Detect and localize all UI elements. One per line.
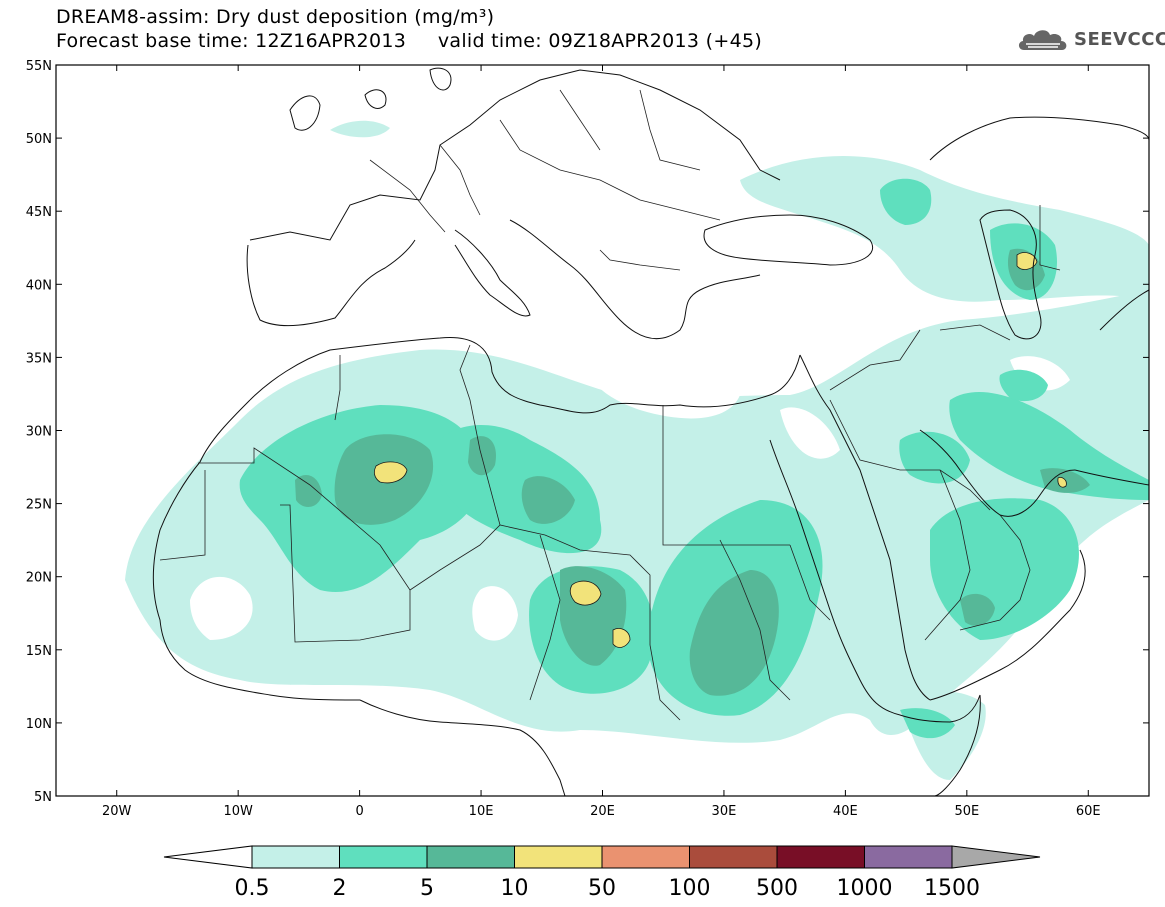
lon-label: 20E — [590, 804, 615, 819]
lat-label: 50N — [26, 132, 52, 147]
lon-label: 60E — [1076, 804, 1101, 819]
lon-label: 20W — [102, 804, 132, 819]
colorbar-label: 0.5 — [235, 876, 270, 901]
colorbar-swatch — [427, 846, 515, 868]
lat-label: 5N — [34, 790, 52, 805]
lon-label: 10W — [223, 804, 253, 819]
lat-label: 15N — [26, 644, 52, 659]
colorbar-label: 50 — [588, 876, 616, 901]
colorbar-under-arrow — [164, 846, 252, 868]
lat-label: 55N — [26, 59, 52, 74]
lat-label: 40N — [26, 278, 52, 293]
lon-label: 40E — [833, 804, 858, 819]
colorbar-swatch — [865, 846, 953, 868]
colorbar-label: 5 — [420, 876, 434, 901]
lat-label: 30N — [26, 425, 52, 440]
colorbar-swatch — [602, 846, 690, 868]
lon-label: 50E — [954, 804, 979, 819]
colorbar-label: 500 — [756, 876, 798, 901]
lon-label: 30E — [712, 804, 737, 819]
lat-label: 45N — [26, 205, 52, 220]
colorbar-label: 1500 — [924, 876, 980, 901]
lat-label: 25N — [26, 498, 52, 513]
lat-label: 35N — [26, 351, 52, 366]
colorbar: 0.5 2 5 10 50 100 500 1000 1500 — [164, 846, 1040, 901]
colorbar-label: 1000 — [837, 876, 893, 901]
lat-label: 10N — [26, 717, 52, 732]
dust-field — [125, 121, 1149, 780]
lat-label: 20N — [26, 571, 52, 586]
colorbar-label: 100 — [669, 876, 711, 901]
colorbar-over-arrow — [952, 846, 1040, 868]
colorbar-label: 2 — [333, 876, 347, 901]
lon-label: 0 — [355, 804, 363, 819]
colorbar-swatch — [252, 846, 340, 868]
lon-label: 10E — [469, 804, 494, 819]
colorbar-label: 10 — [501, 876, 529, 901]
colorbar-swatch — [340, 846, 428, 868]
colorbar-swatch — [690, 846, 778, 868]
colorbar-swatch — [777, 846, 865, 868]
colorbar-swatch — [515, 846, 603, 868]
